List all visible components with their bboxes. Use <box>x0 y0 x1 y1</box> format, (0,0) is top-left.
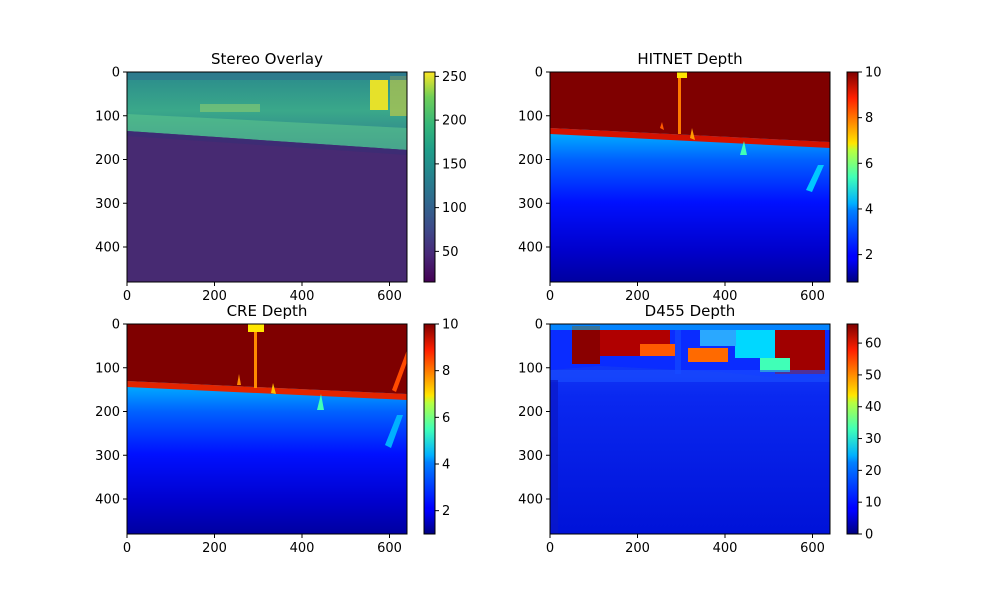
colorbar: 2 4 6 8 10 <box>846 66 882 283</box>
colorbar-tick-label: 30 <box>865 432 882 447</box>
heatmap-image-d455-depth <box>550 324 830 534</box>
y-tick-label: 200 <box>518 405 543 420</box>
y-tick-label: 400 <box>95 241 120 256</box>
panel-title: CRE Depth <box>227 302 308 320</box>
heatmap-image-stereo-overlay <box>127 72 407 282</box>
colorbar-tick-label: 50 <box>442 245 459 260</box>
y-tick-label: 300 <box>95 197 120 212</box>
y-axis: 0 100 200 300 400 <box>518 66 550 256</box>
colorbar-tick-label: 150 <box>442 157 467 172</box>
y-tick-label: 400 <box>518 241 543 256</box>
colorbar-tick-label: 10 <box>442 318 459 333</box>
colorbar: 0 10 20 30 40 50 60 <box>846 323 882 543</box>
colorbar-tick-label: 200 <box>442 114 467 129</box>
colorbar-tick-label: 0 <box>865 528 873 543</box>
x-tick-label: 400 <box>290 541 315 556</box>
x-tick-label: 200 <box>625 289 650 304</box>
y-tick-label: 0 <box>112 66 120 81</box>
x-tick-label: 200 <box>202 541 227 556</box>
panel-title: D455 Depth <box>645 302 736 320</box>
y-axis: 0 100 200 300 400 <box>95 318 127 508</box>
colorbar-tick-label: 4 <box>442 458 450 473</box>
y-tick-label: 0 <box>112 318 120 333</box>
x-axis: 0 200 400 600 <box>123 282 402 304</box>
colorbar-tick-label: 2 <box>442 504 450 519</box>
y-tick-label: 300 <box>95 449 120 464</box>
y-tick-label: 300 <box>518 449 543 464</box>
panel-title: HITNET Depth <box>637 50 742 68</box>
x-tick-label: 0 <box>123 541 131 556</box>
panel-stereo-overlay: Stereo Overlay 0 200 400 600 0100200300400 … <box>95 50 467 304</box>
colorbar-tick-label: 10 <box>865 496 882 511</box>
x-axis: 0 200 400 600 <box>546 534 825 556</box>
panel-d455-depth: D455 Depth 0 200 400 600 0 100 200 300 400 0 10 2… <box>518 302 881 556</box>
y-axis: 0 100 200 300 400 <box>518 318 550 508</box>
x-tick-label: 400 <box>713 289 738 304</box>
x-tick-label: 600 <box>377 541 402 556</box>
colorbar-tick-label: 8 <box>442 364 450 379</box>
y-tick-label: 100 <box>518 109 543 124</box>
colorbar-tick-label: 250 <box>442 70 467 85</box>
x-axis: 0 200 400 600 <box>546 282 825 304</box>
y-tick-label: 100 <box>95 361 120 376</box>
heatmap-image-hitnet-depth <box>550 72 830 282</box>
y-tick-label: 100 <box>518 361 543 376</box>
colorbar-tick-label: 2 <box>865 248 873 263</box>
x-tick-label: 600 <box>800 289 825 304</box>
x-tick-label: 0 <box>546 541 554 556</box>
colorbar-tick-label: 4 <box>865 202 873 217</box>
colorbar-tick-label: 6 <box>865 157 873 172</box>
x-tick-label: 600 <box>800 541 825 556</box>
colorbar-tick-label: 10 <box>865 66 882 81</box>
x-tick-label: 600 <box>377 289 402 304</box>
colorbar-tick-label: 100 <box>442 201 467 216</box>
y-tick-label: 200 <box>95 405 120 420</box>
y-tick-label: 400 <box>518 493 543 508</box>
x-axis: 0 200 400 600 <box>123 534 402 556</box>
panel-title: Stereo Overlay <box>211 50 323 68</box>
colorbar-tick-label: 60 <box>865 337 882 352</box>
y-tick-label: 0 <box>535 66 543 81</box>
x-tick-label: 400 <box>290 289 315 304</box>
colorbar-tick-label: 8 <box>865 111 873 126</box>
x-tick-label: 0 <box>123 289 131 304</box>
colorbar-tick-label: 6 <box>442 411 450 426</box>
colorbar: 2 4 6 8 10 <box>423 318 459 535</box>
y-tick-label: 300 <box>518 197 543 212</box>
x-tick-label: 200 <box>625 541 650 556</box>
colorbar: 50 100 150 200 250 <box>423 70 467 283</box>
y-tick-label: 200 <box>518 153 543 168</box>
x-tick-label: 200 <box>202 289 227 304</box>
colorbar-tick-label: 50 <box>865 368 882 383</box>
y-tick-label: 0 <box>535 318 543 333</box>
panel-hitnet-depth: HITNET Depth 0 200 400 600 0 100 200 300 400 2 4… <box>518 50 881 304</box>
y-tick-label: 100 <box>95 109 120 124</box>
x-tick-label: 0 <box>546 289 554 304</box>
panel-cre-depth: CRE Depth 0 200 400 600 0 100 200 300 400 2 4 6 8 1… <box>95 302 458 556</box>
colorbar-tick-label: 40 <box>865 400 882 415</box>
colorbar-tick-label: 20 <box>865 464 882 479</box>
y-tick-label: 200 <box>95 153 120 168</box>
y-tick-label: 400 <box>95 493 120 508</box>
x-tick-label: 400 <box>713 541 738 556</box>
heatmap-image-cre-depth <box>127 324 407 534</box>
y-axis: 0 100 200 300 400 <box>95 66 127 256</box>
